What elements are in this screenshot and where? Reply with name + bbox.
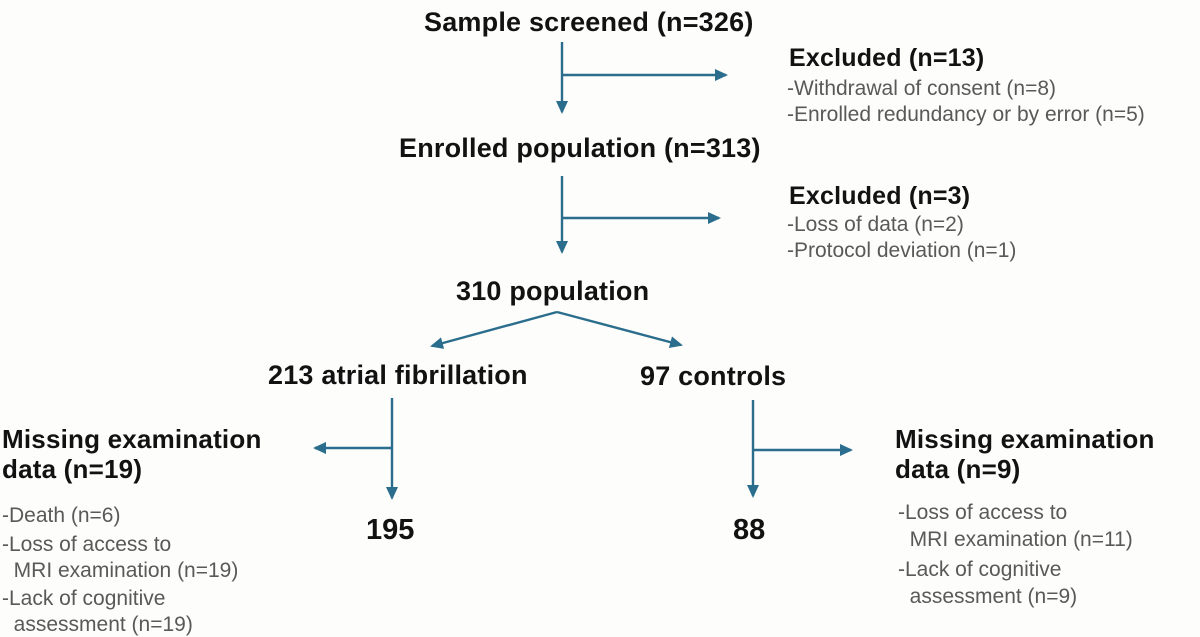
connector-310-to-controls xyxy=(556,310,683,348)
missing-right-title-line2: data (n=9) xyxy=(895,454,1021,484)
missing-right-item: MRI examination (n=11) xyxy=(898,528,1133,551)
missing-right-title-line1: Missing examination xyxy=(895,424,1155,454)
node-atrial-fibrillation: 213 atrial fibrillation xyxy=(268,360,528,390)
missing-right-item: -Lack of cognitive xyxy=(898,558,1062,581)
node-310-population: 310 population xyxy=(456,276,650,306)
excluded-1-title: Excluded (n=13) xyxy=(789,44,985,72)
missing-left-item: -Lack of cognitive xyxy=(2,587,166,610)
excluded-2-item: -Loss of data (n=2) xyxy=(787,213,964,236)
excluded-2-title: Excluded (n=3) xyxy=(789,182,971,210)
missing-right-item: -Loss of access to xyxy=(898,501,1068,524)
missing-right-item: assessment (n=9) xyxy=(898,585,1078,608)
missing-left-item: -Loss of access to xyxy=(2,533,172,556)
missing-left-title-line1: Missing examination xyxy=(2,424,262,454)
excluded-1-item: -Withdrawal of consent (n=8) xyxy=(787,77,1057,100)
missing-left-item: assessment (n=19) xyxy=(2,613,193,636)
excluded-1-item: -Enrolled redundancy or by error (n=5) xyxy=(787,103,1145,126)
node-controls: 97 controls xyxy=(640,361,787,391)
node-enrolled-population: Enrolled population (n=313) xyxy=(399,133,761,163)
missing-left-title-line2: data (n=19) xyxy=(2,454,143,484)
missing-left-item: -Death (n=6) xyxy=(2,504,121,527)
node-af-final-count: 195 xyxy=(366,514,415,546)
node-sample-screened: Sample screened (n=326) xyxy=(424,7,754,37)
excluded-2-item: -Protocol deviation (n=1) xyxy=(787,239,1017,262)
missing-left-item: MRI examination (n=19) xyxy=(2,559,239,582)
connector-310-to-af xyxy=(430,310,558,349)
node-controls-final-count: 88 xyxy=(733,514,766,546)
